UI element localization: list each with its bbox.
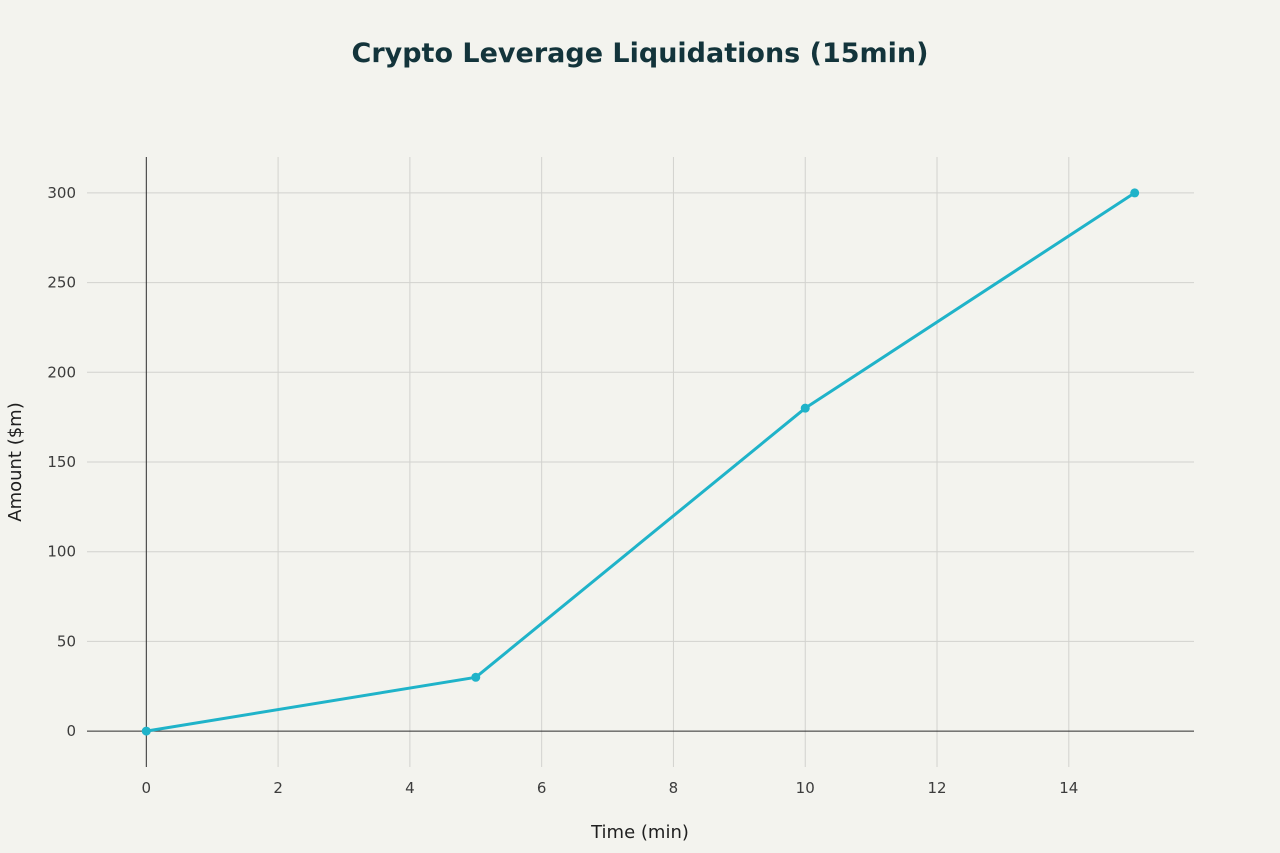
y-tick-label: 200 [47,363,76,381]
x-tick-label: 14 [1059,779,1078,797]
data-point [141,726,151,736]
y-axis-title: Amount ($m) [5,402,26,522]
x-tick-label: 12 [927,779,946,797]
x-tick-label: 4 [405,779,415,797]
x-tick-label: 8 [669,779,679,797]
data-point [1130,188,1140,198]
y-tick-label: 50 [57,632,76,650]
y-tick-label: 0 [66,722,76,740]
y-tick-label: 250 [47,274,76,292]
series-line [144,191,1137,733]
chart-title: Crypto Leverage Liquidations (15min) [352,38,929,69]
x-tick-label: 0 [142,779,152,797]
y-tick-label: 100 [47,543,76,561]
axes [87,157,1194,767]
y-tick-label: 300 [47,184,76,202]
data-point [471,672,481,682]
data-point [800,403,810,413]
y-tick-label: 150 [47,453,76,471]
tick-labels: 0 2 4 6 8 10 12 14 0 50 100 150 200 250 300 [47,184,1078,797]
grid [87,157,1194,767]
x-tick-label: 6 [537,779,547,797]
series [141,188,1140,736]
x-tick-label: 2 [273,779,283,797]
x-tick-label: 10 [796,779,815,797]
x-axis-title: Time (min) [590,822,689,843]
